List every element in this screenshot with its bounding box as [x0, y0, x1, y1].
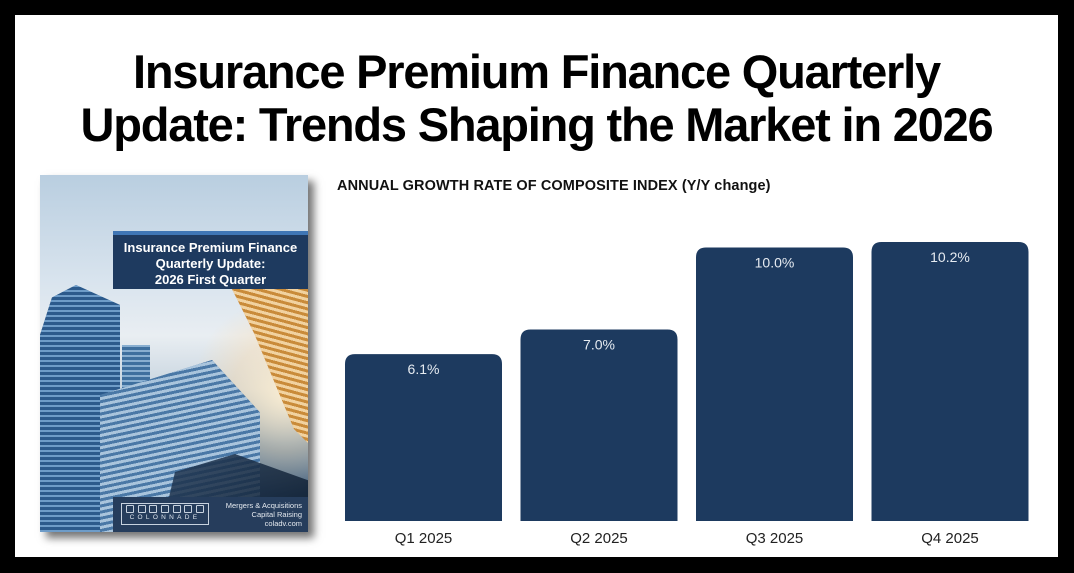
report-cover-image: Insurance Premium Finance Quarterly Upda…	[40, 175, 308, 532]
column-icon	[137, 505, 146, 513]
report-cover-title-line: Insurance Premium Finance	[123, 240, 298, 255]
bar-q1-2025	[345, 354, 502, 521]
column-icon	[125, 505, 134, 513]
slide-panel: Insurance Premium Finance Quarterly Upda…	[15, 15, 1058, 557]
report-cover-title: Insurance Premium Finance Quarterly Upda…	[113, 231, 308, 289]
x-tick-label: Q3 2025	[746, 530, 804, 547]
bar-q3-2025	[696, 247, 853, 521]
bar-q2-2025	[520, 329, 678, 521]
column-icons	[122, 504, 208, 513]
bar-q4-2025	[871, 242, 1029, 521]
column-icon	[149, 505, 158, 513]
service-line: Capital Raising	[251, 510, 302, 519]
report-cover-title-line: Quarterly Update:	[155, 256, 266, 271]
x-tick-label: Q2 2025	[570, 530, 628, 547]
page-title-line-1: Insurance Premium Finance Quarterly	[133, 45, 941, 98]
logo-text: COLONNADE	[129, 514, 201, 521]
report-cover-title-line: 2026 First Quarter	[154, 272, 267, 287]
data-label: 10.0%	[755, 254, 795, 270]
x-tick-label: Q1 2025	[395, 530, 453, 547]
data-label: 6.1%	[408, 361, 440, 377]
report-cover-footer: COLONNADE Mergers & Acquisitions Capital…	[113, 497, 308, 532]
column-icon	[172, 505, 181, 513]
column-icon	[184, 505, 193, 513]
page-title: Insurance Premium Finance Quarterly Upda…	[15, 45, 1058, 151]
bar-chart: 6.1% Q1 2025 7.0% Q2 2025 10.0% Q3 2025 10.2% Q…	[345, 242, 1029, 547]
website-link: coladv.com	[264, 519, 302, 528]
x-tick-label: Q4 2025	[921, 530, 979, 547]
chart-title: ANNUAL GROWTH RATE OF COMPOSITE INDEX (Y…	[337, 178, 771, 194]
column-icon	[160, 505, 169, 513]
report-cover-services: Mergers & Acquisitions Capital Raising c…	[226, 501, 302, 528]
column-icon	[196, 505, 205, 513]
colonnade-logo: COLONNADE	[121, 503, 209, 525]
data-label: 10.2%	[930, 249, 970, 265]
data-label: 7.0%	[583, 337, 615, 353]
service-line: Mergers & Acquisitions	[225, 501, 302, 510]
page-title-line-2: Update: Trends Shaping the Market in 202…	[80, 98, 994, 151]
